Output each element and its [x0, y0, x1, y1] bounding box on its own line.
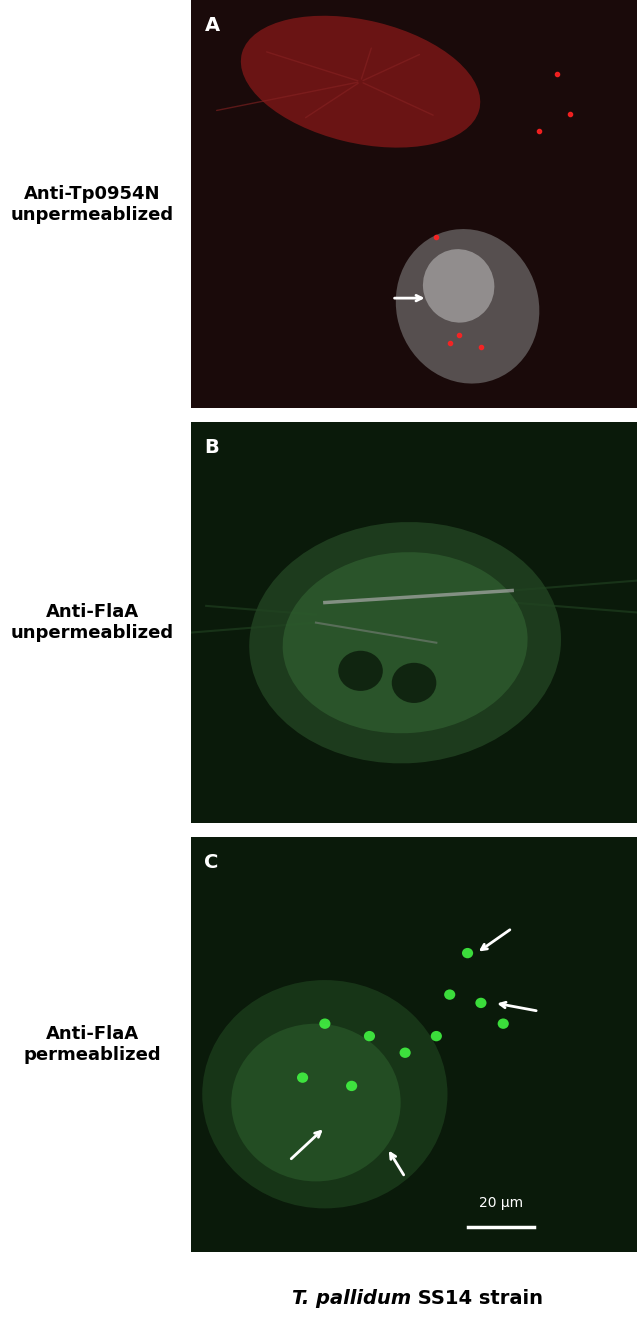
Ellipse shape: [346, 1081, 357, 1091]
Ellipse shape: [283, 552, 527, 734]
Ellipse shape: [444, 990, 455, 1000]
Ellipse shape: [338, 651, 383, 691]
Text: Anti-Tp0954N
unpermeablized: Anti-Tp0954N unpermeablized: [11, 185, 174, 224]
Ellipse shape: [475, 998, 487, 1008]
Text: B: B: [204, 438, 219, 457]
Ellipse shape: [462, 948, 473, 959]
Ellipse shape: [364, 1031, 375, 1042]
Text: Anti-FlaA
unpermeablized: Anti-FlaA unpermeablized: [11, 604, 174, 641]
Ellipse shape: [231, 1023, 401, 1181]
Ellipse shape: [423, 249, 494, 323]
Ellipse shape: [249, 522, 561, 763]
Text: 20 μm: 20 μm: [479, 1197, 523, 1210]
Ellipse shape: [497, 1019, 509, 1028]
Ellipse shape: [431, 1031, 442, 1042]
Ellipse shape: [241, 16, 480, 147]
Text: A: A: [204, 16, 220, 35]
Ellipse shape: [319, 1019, 331, 1028]
Text: Anti-FlaA
permeablized: Anti-FlaA permeablized: [24, 1026, 161, 1063]
Text: T. pallidum: T. pallidum: [292, 1289, 411, 1308]
Text: SS14 strain: SS14 strain: [411, 1289, 543, 1308]
Ellipse shape: [203, 980, 447, 1208]
Ellipse shape: [399, 1047, 411, 1058]
Ellipse shape: [297, 1073, 308, 1083]
Ellipse shape: [392, 663, 436, 703]
Text: C: C: [204, 853, 219, 873]
Ellipse shape: [396, 229, 540, 383]
